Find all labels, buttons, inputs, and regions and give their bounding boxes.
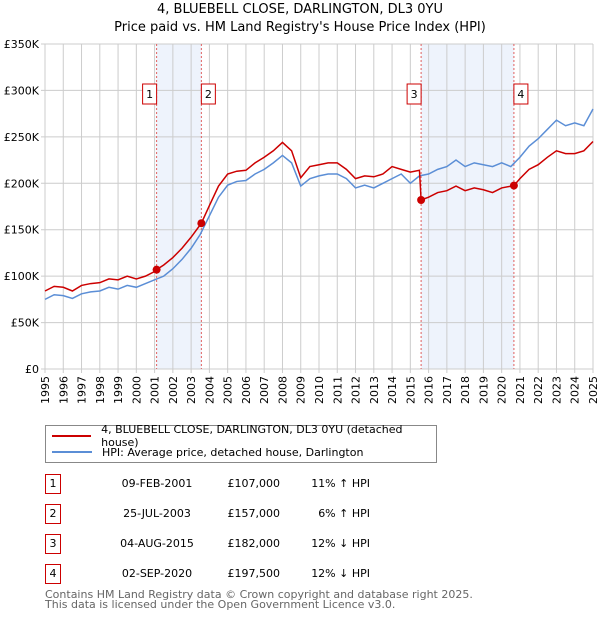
- sale-number-box: [142, 83, 158, 105]
- sale-number-label: 3: [411, 88, 418, 101]
- chart-subtitle: Price paid vs. HM Land Registry's House …: [114, 20, 486, 35]
- x-tick-label: 2002: [167, 376, 180, 404]
- x-tick-label: 2007: [258, 376, 271, 404]
- x-tick-label: 2016: [423, 376, 436, 404]
- property-price-line: [44, 140, 594, 292]
- legend-swatch-blue: [52, 451, 92, 453]
- sale-number: 3: [45, 534, 61, 554]
- footer: Contains HM Land Registry data © Crown c…: [45, 588, 473, 611]
- sale-point: [197, 219, 206, 228]
- sale-price: £157,000: [227, 507, 281, 520]
- x-tick-label: 2005: [222, 376, 235, 404]
- x-tick-label: 2014: [386, 376, 399, 404]
- y-tick-label: £50K: [11, 317, 40, 330]
- legend: 4, BLUEBELL CLOSE, DARLINGTON, DL3 0YU (…: [45, 423, 437, 463]
- sale-number-box: [406, 83, 422, 105]
- sale-row: 1 09-FEB-2001 £107,000 11% ↑ HPI: [45, 474, 445, 494]
- footer-line: This data is licensed under the Open Gov…: [45, 598, 396, 611]
- x-tick-label: 2013: [368, 376, 381, 404]
- sale-number: 4: [45, 564, 61, 584]
- x-tick-label: 2021: [514, 376, 527, 404]
- sale-row: 4 02-SEP-2020 £197,500 12% ↓ HPI: [45, 564, 445, 584]
- x-tick-label: 2009: [295, 376, 308, 404]
- x-tick-label: 1997: [76, 376, 89, 404]
- x-tick-label: 2011: [331, 376, 344, 404]
- x-tick-label: 2010: [313, 376, 326, 404]
- sale-hpi-diff: 12% ↓ HPI: [311, 537, 370, 550]
- price-chart: 1995 1996 1997 1998 1999 2000 2001 2002 2003 2004…: [4, 38, 600, 404]
- x-tick-label: 2006: [240, 376, 253, 404]
- x-tick-label: 2012: [350, 376, 363, 404]
- sale-price: £182,000: [227, 537, 281, 550]
- sale-hpi-diff: 6% ↑ HPI: [318, 507, 370, 520]
- hpi-line: [44, 108, 594, 301]
- x-tick-label: 2022: [532, 376, 545, 404]
- sale-hpi-diff: 12% ↓ HPI: [311, 567, 370, 580]
- legend-swatch-red: [52, 435, 92, 437]
- sale-point: [417, 196, 426, 204]
- x-tick-label: 2008: [276, 376, 289, 404]
- y-tick-label: £100K: [4, 270, 40, 283]
- sale-number-label: 2: [205, 88, 212, 101]
- x-tick-label: 1998: [94, 376, 107, 404]
- y-tick-label: £250K: [4, 131, 40, 144]
- sale-number-label: 4: [517, 88, 524, 101]
- y-tick-label: £0: [25, 363, 39, 376]
- x-tick-label: 2004: [203, 376, 216, 404]
- sale-number: 2: [45, 504, 61, 524]
- x-tick-label: 2001: [149, 376, 162, 404]
- sale-number: 1: [45, 474, 61, 494]
- sale-price: £107,000: [227, 477, 281, 490]
- legend-item-hpi: HPI: Average price, detached house, Darl…: [46, 444, 363, 460]
- legend-item-property: 4, BLUEBELL CLOSE, DARLINGTON, DL3 0YU (…: [46, 423, 436, 449]
- x-tick-label: 2017: [441, 376, 454, 404]
- sale-row: 3 04-AUG-2015 £182,000 12% ↓ HPI: [45, 534, 445, 554]
- sale-row: 2 25-JUL-2003 £157,000 6% ↑ HPI: [45, 504, 445, 524]
- sale-date: 04-AUG-2015: [120, 537, 194, 550]
- sale-number-label: 1: [146, 88, 153, 101]
- sale-price: £197,500: [227, 567, 281, 580]
- x-tick-label: 2019: [477, 376, 490, 404]
- shaded-range: [421, 44, 514, 369]
- footer-line: Contains HM Land Registry data © Crown c…: [45, 588, 473, 601]
- y-tick-label: £350K: [4, 38, 40, 51]
- y-tick-label: £150K: [4, 224, 40, 237]
- x-tick-label: 1995: [39, 376, 52, 404]
- y-tick-label: £200K: [4, 177, 40, 190]
- x-tick-label: 2015: [404, 376, 417, 404]
- x-tick-label: 2000: [130, 376, 143, 404]
- x-tick-label: 2018: [459, 376, 472, 404]
- chart-title: 4, BLUEBELL CLOSE, DARLINGTON, DL3 0YU: [156, 2, 443, 17]
- sale-hpi-diff: 11% ↑ HPI: [311, 477, 370, 490]
- x-tick-label: 2024: [569, 376, 582, 404]
- x-tick-label: 2003: [185, 376, 198, 404]
- sale-date: 02-SEP-2020: [121, 567, 193, 580]
- sale-number-box: [200, 83, 216, 105]
- sale-number-box: [513, 83, 529, 105]
- x-tick-label: 2020: [496, 376, 509, 404]
- x-tick-label: 2023: [550, 376, 563, 404]
- sale-date: 09-FEB-2001: [121, 477, 193, 490]
- sale-point: [152, 265, 161, 274]
- legend-label: HPI: Average price, detached house, Darl…: [102, 445, 364, 459]
- y-tick-label: £300K: [4, 84, 40, 97]
- sale-date: 25-JUL-2003: [123, 507, 191, 520]
- sale-point: [509, 181, 518, 190]
- x-tick-label: 2025: [587, 376, 600, 404]
- legend-label: 4, BLUEBELL CLOSE, DARLINGTON, DL3 0YU (…: [101, 423, 403, 449]
- shaded-range: [156, 44, 202, 369]
- x-tick-label: 1996: [57, 376, 70, 404]
- x-tick-label: 1999: [112, 376, 125, 404]
